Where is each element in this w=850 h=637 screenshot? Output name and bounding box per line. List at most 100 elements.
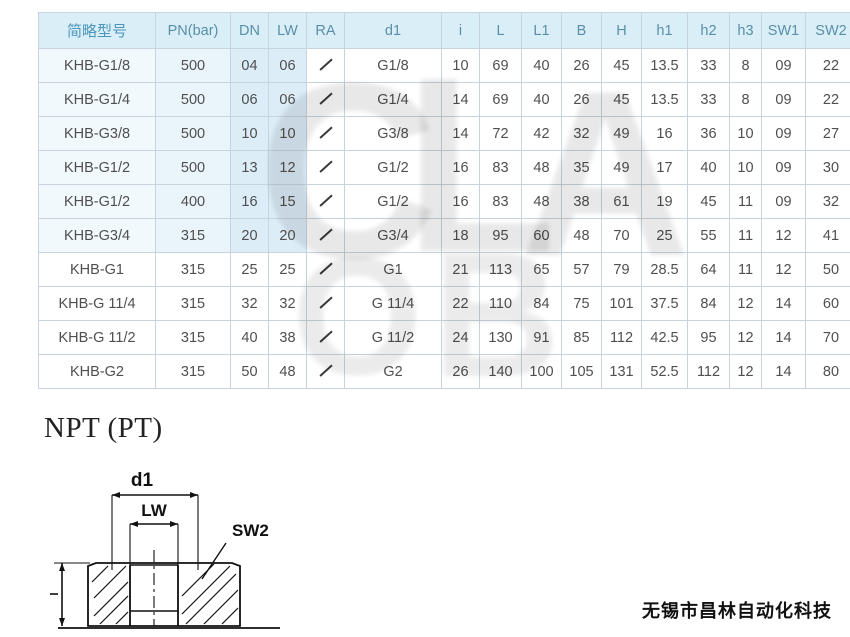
cell-lw: 06	[268, 48, 307, 83]
table-row: KHB-G 11/4 315 32 32 G 11/4 22 110 84 75 101 37.5 8…	[38, 286, 850, 321]
cell-i: 14	[441, 116, 480, 151]
cell-pn: 500	[155, 116, 231, 151]
cell-h: 70	[601, 218, 642, 253]
cell-pn: 315	[155, 286, 231, 321]
cell-h2: 45	[687, 184, 730, 219]
cell-sw1: 14	[761, 354, 806, 389]
cell-sw2: 27	[805, 116, 850, 151]
cell-ra	[306, 116, 345, 151]
cell-b: 105	[561, 354, 602, 389]
cell-dn: 06	[230, 82, 269, 117]
column-header-h: H	[601, 12, 642, 49]
cell-d1: G1/8	[344, 48, 442, 83]
cell-h1: 28.5	[641, 252, 688, 287]
cell-ra	[306, 184, 345, 219]
d1-arrow-left	[112, 492, 120, 498]
cell-dn: 25	[230, 252, 269, 287]
cell-h3: 8	[729, 48, 762, 83]
cell-h2: 33	[687, 48, 730, 83]
cell-l: 72	[479, 116, 522, 151]
cell-d1: G 11/4	[344, 286, 442, 321]
cell-sw1: 14	[761, 286, 806, 321]
cell-dn: 20	[230, 218, 269, 253]
table-row: KHB-G1/2 400 16 15 G1/2 16 83 48 38 61 19 45 11 09 32	[38, 184, 850, 219]
cell-model: KHB-G 11/2	[38, 320, 156, 355]
cell-lw: 10	[268, 116, 307, 151]
cell-h3: 10	[729, 116, 762, 151]
cell-sw1: 09	[761, 150, 806, 185]
drawing-label-sw2: SW2	[232, 521, 269, 540]
cell-model: KHB-G2	[38, 354, 156, 389]
table-row: KHB-G1/8 500 04 06 G1/8 10 69 40 26 45 13.5 33 8 09 22	[38, 48, 850, 83]
cell-l1: 65	[521, 252, 562, 287]
cell-l: 69	[479, 82, 522, 117]
cell-sw2: 41	[805, 218, 850, 253]
cell-sw2: 30	[805, 150, 850, 185]
cell-l1: 60	[521, 218, 562, 253]
column-header-sw1: SW1	[761, 12, 806, 49]
ra-slash-icon	[319, 329, 333, 343]
cell-ra	[306, 354, 345, 389]
drawing-svg: d1 LW SW2	[50, 470, 280, 629]
npt-section-title: NPT (PT)	[44, 412, 163, 444]
cell-sw2: 50	[805, 252, 850, 287]
table-row: KHB-G3/4 315 20 20 G3/4 18 95 60 48 70 25 55 11 12 41	[38, 218, 850, 253]
column-header-lw: LW	[268, 12, 307, 49]
cell-h1: 37.5	[641, 286, 688, 321]
cell-d1: G2	[344, 354, 442, 389]
cell-sw2: 22	[805, 48, 850, 83]
cell-b: 57	[561, 252, 602, 287]
cell-h3: 8	[729, 82, 762, 117]
ra-slash-icon	[319, 125, 333, 139]
cell-lw: 38	[268, 320, 307, 355]
cell-l1: 91	[521, 320, 562, 355]
ra-slash-icon	[319, 227, 333, 241]
cell-sw1: 12	[761, 218, 806, 253]
drawing-label-lw: LW	[141, 501, 167, 520]
cell-ra	[306, 150, 345, 185]
column-header-dn: DN	[230, 12, 269, 49]
cell-sw2: 70	[805, 320, 850, 355]
cell-d1: G1/2	[344, 150, 442, 185]
cell-model: KHB-G3/4	[38, 218, 156, 253]
cell-l1: 84	[521, 286, 562, 321]
cell-pn: 315	[155, 252, 231, 287]
cell-d1: G3/4	[344, 218, 442, 253]
table-row: KHB-G1/4 500 06 06 G1/4 14 69 40 26 45 13.5 33 8 09 22	[38, 82, 850, 117]
ra-slash-icon	[319, 91, 333, 105]
table-row: KHB-G1/2 500 13 12 G1/2 16 83 48 35 49 17 40 10 09 30	[38, 150, 850, 185]
cell-b: 38	[561, 184, 602, 219]
table-row: KHB-G 11/2 315 40 38 G 11/2 24 130 91 85 112 42.5 9…	[38, 320, 850, 355]
ra-slash-icon	[319, 363, 333, 377]
lw-arrow-left	[130, 521, 138, 527]
cell-sw1: 09	[761, 48, 806, 83]
cell-h1: 25	[641, 218, 688, 253]
cell-h: 131	[601, 354, 642, 389]
cell-sw2: 80	[805, 354, 850, 389]
cell-pn: 315	[155, 218, 231, 253]
cell-l: 110	[479, 286, 522, 321]
cell-h: 101	[601, 286, 642, 321]
cell-b: 35	[561, 150, 602, 185]
cell-model: KHB-G1/2	[38, 184, 156, 219]
cell-l1: 48	[521, 150, 562, 185]
cell-ra	[306, 218, 345, 253]
cell-i: 10	[441, 48, 480, 83]
cell-h: 45	[601, 48, 642, 83]
cell-ra	[306, 82, 345, 117]
height-arrow-bottom	[59, 618, 65, 626]
cell-h2: 36	[687, 116, 730, 151]
cell-h3: 11	[729, 252, 762, 287]
cell-dn: 10	[230, 116, 269, 151]
cell-sw2: 32	[805, 184, 850, 219]
cell-sw2: 22	[805, 82, 850, 117]
cell-h2: 95	[687, 320, 730, 355]
cell-model: KHB-G1/2	[38, 150, 156, 185]
cell-sw1: 14	[761, 320, 806, 355]
cell-h1: 16	[641, 116, 688, 151]
cell-sw2: 60	[805, 286, 850, 321]
column-header-d1: d1	[344, 12, 442, 49]
ra-slash-icon	[319, 295, 333, 309]
column-header-sw2: SW2	[805, 12, 850, 49]
cell-h3: 10	[729, 150, 762, 185]
